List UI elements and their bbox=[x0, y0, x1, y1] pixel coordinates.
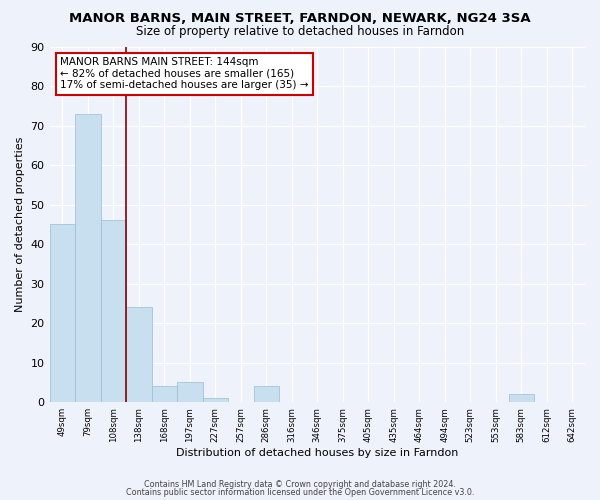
Text: Size of property relative to detached houses in Farndon: Size of property relative to detached ho… bbox=[136, 25, 464, 38]
Bar bbox=[509, 394, 534, 402]
Text: Contains public sector information licensed under the Open Government Licence v3: Contains public sector information licen… bbox=[126, 488, 474, 497]
Bar bbox=[203, 398, 228, 402]
Text: MANOR BARNS, MAIN STREET, FARNDON, NEWARK, NG24 3SA: MANOR BARNS, MAIN STREET, FARNDON, NEWAR… bbox=[69, 12, 531, 26]
Text: Contains HM Land Registry data © Crown copyright and database right 2024.: Contains HM Land Registry data © Crown c… bbox=[144, 480, 456, 489]
Text: MANOR BARNS MAIN STREET: 144sqm
← 82% of detached houses are smaller (165)
17% o: MANOR BARNS MAIN STREET: 144sqm ← 82% of… bbox=[60, 57, 309, 90]
Y-axis label: Number of detached properties: Number of detached properties bbox=[15, 136, 25, 312]
Bar bbox=[50, 224, 75, 402]
Bar bbox=[177, 382, 203, 402]
Bar bbox=[126, 308, 152, 402]
Bar bbox=[101, 220, 126, 402]
Bar bbox=[152, 386, 177, 402]
Bar bbox=[75, 114, 101, 402]
X-axis label: Distribution of detached houses by size in Farndon: Distribution of detached houses by size … bbox=[176, 448, 458, 458]
Bar bbox=[254, 386, 279, 402]
